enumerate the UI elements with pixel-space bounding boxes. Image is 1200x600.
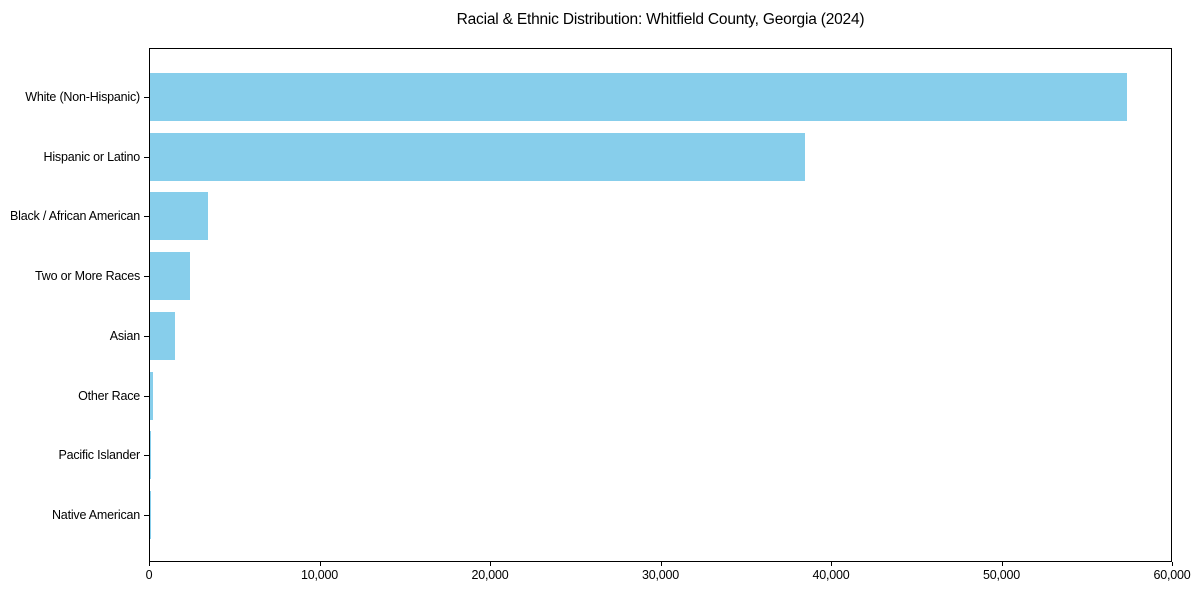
x-tick-label: 0 (145, 568, 153, 582)
y-tick-label: Pacific Islander (58, 448, 140, 463)
x-axis-tick (319, 562, 321, 566)
y-axis-tick (144, 156, 149, 158)
x-axis-tick (490, 562, 491, 566)
y-tick-label: White (Non-Hispanic) (25, 90, 140, 104)
bar (150, 371, 153, 420)
y-axis-tick (144, 216, 149, 218)
y-axis-tick (144, 455, 149, 457)
chart-title: Racial & Ethnic Distribution: Whitfield … (456, 11, 865, 28)
bar (150, 490, 151, 539)
y-axis-tick (144, 97, 149, 98)
x-tick-label: 20,000 (471, 568, 509, 582)
y-tick-label: Hispanic or Latino (43, 149, 141, 164)
plot-area (149, 48, 1172, 562)
bar (150, 73, 1127, 121)
bar (150, 431, 151, 480)
bar (150, 311, 175, 360)
bar (150, 132, 805, 181)
x-tick-label: 40,000 (812, 568, 850, 582)
bar (150, 252, 191, 301)
x-axis-tick (660, 562, 662, 566)
x-axis-tick (831, 562, 832, 566)
bar (150, 192, 208, 241)
y-tick-label: Asian (109, 328, 140, 343)
x-axis-tick (149, 562, 150, 566)
x-axis-tick (1001, 562, 1003, 566)
x-tick-label: 60,000 (1153, 568, 1191, 582)
y-axis-tick (144, 335, 149, 337)
x-tick-label: 30,000 (641, 568, 680, 582)
y-axis-tick (144, 395, 149, 397)
y-tick-label: Native American (51, 507, 140, 522)
x-axis-tick (1172, 562, 1173, 566)
y-tick-label: Two or More Races (35, 269, 140, 284)
x-tick-label: 10,000 (300, 568, 339, 582)
y-tick-label: Other Race (78, 388, 140, 403)
y-axis-tick (144, 276, 149, 278)
y-axis-tick (144, 514, 149, 516)
y-tick-label: Black / African American (10, 209, 140, 224)
x-tick-label: 50,000 (982, 568, 1021, 582)
